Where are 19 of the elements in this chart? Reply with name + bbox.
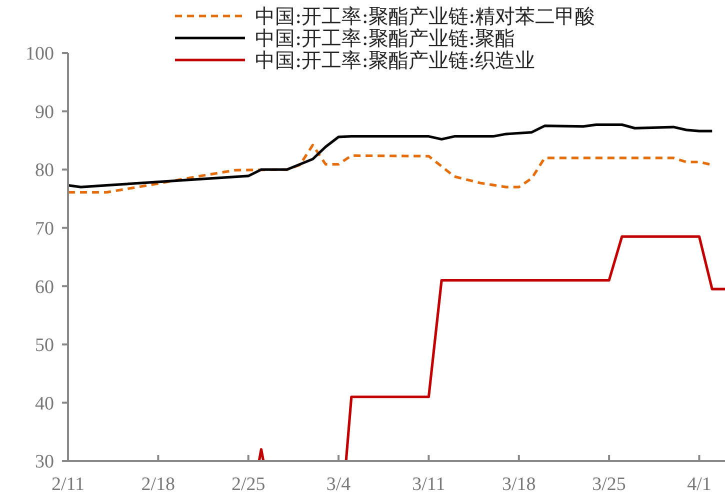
y-tick-label: 100	[26, 44, 54, 65]
y-tick-label: 60	[35, 276, 54, 298]
y-tick-label: 90	[35, 102, 54, 123]
x-tick-label: 3/4	[326, 474, 352, 495]
y-tick-label: 50	[35, 335, 54, 356]
legend-label: 中国:开工率:聚酯产业链:聚酯	[255, 26, 516, 50]
x-tick-label: 2/11	[51, 474, 85, 495]
y-tick-label: 80	[35, 160, 54, 182]
x-tick-label: 2/18	[141, 474, 176, 495]
x-tick-label: 3/25	[592, 474, 626, 495]
legend-label: 中国:开工率:聚酯产业链:织造业	[255, 48, 536, 72]
x-tick-label: 4/1	[687, 474, 712, 495]
y-tick-label: 40	[35, 393, 54, 414]
x-tick-label: 3/18	[502, 474, 536, 495]
x-tick-label: 3/11	[412, 474, 446, 495]
x-tick-label: 2/25	[231, 474, 266, 495]
legend-label: 中国:开工率:聚酯产业链:精对苯二甲酸	[255, 4, 596, 28]
y-tick-label: 70	[35, 218, 54, 240]
y-tick-label: 30	[35, 452, 54, 473]
